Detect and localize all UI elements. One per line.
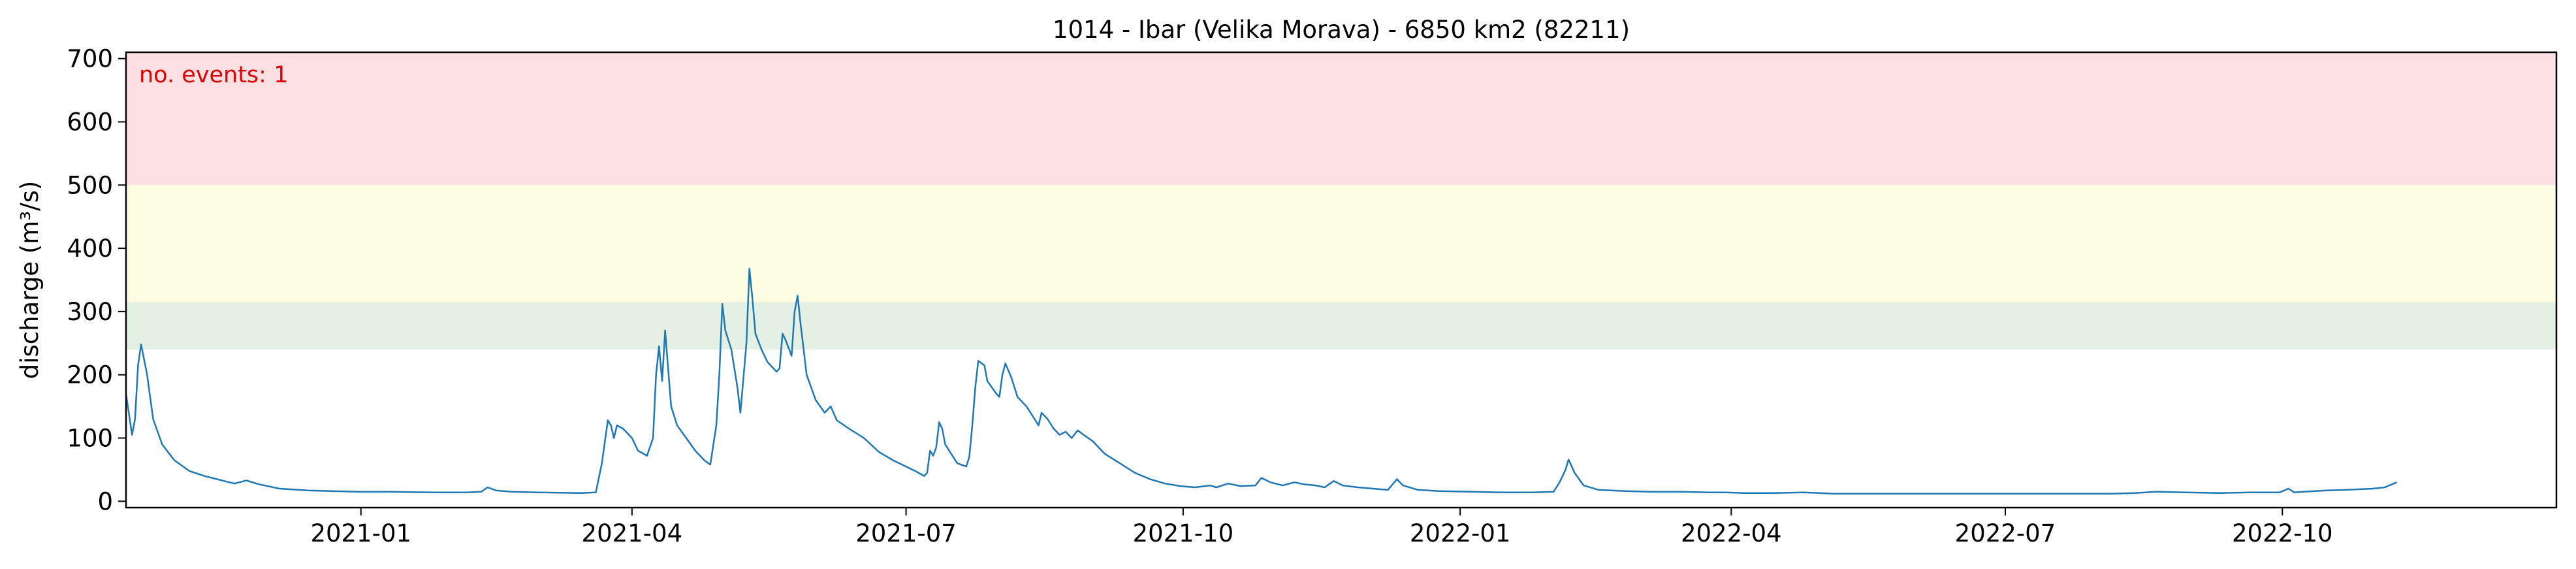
y-tick-label: 600 xyxy=(67,108,113,136)
series-layer xyxy=(125,267,2398,495)
x-axis-ticks: 2021-01 2021-04 2021-07 2021-10 2022-01 2022-… xyxy=(310,508,2333,547)
x-tick-label: 2021-04 xyxy=(582,519,683,547)
threshold-bands xyxy=(126,52,2556,350)
y-tick-label: 300 xyxy=(67,298,113,326)
threshold-band-2 xyxy=(126,52,2556,186)
x-tick-label: 2022-01 xyxy=(1410,519,1511,547)
discharge-line-0 xyxy=(125,267,2398,495)
y-tick-label: 700 xyxy=(67,45,113,73)
chart-title: 1014 - Ibar (Velika Morava) - 6850 km2 (… xyxy=(1053,16,1630,44)
y-tick-label: 400 xyxy=(67,235,113,263)
threshold-band-1 xyxy=(126,185,2556,302)
y-tick-label: 200 xyxy=(67,361,113,389)
plot-frame xyxy=(125,51,2558,509)
threshold-band-0 xyxy=(126,302,2556,350)
x-tick-label: 2021-10 xyxy=(1133,519,1234,547)
y-axis-ticks: 0 100 200 300 400 500 600 700 xyxy=(67,45,126,515)
x-tick-label: 2022-07 xyxy=(1955,519,2056,547)
x-tick-label: 2021-07 xyxy=(855,519,957,547)
event-count-annotation: no. events: 1 xyxy=(139,62,288,88)
x-tick-label: 2022-04 xyxy=(1681,519,1782,547)
y-tick-label: 100 xyxy=(67,425,113,453)
y-tick-label: 0 xyxy=(97,487,113,515)
y-tick-label: 500 xyxy=(67,171,113,199)
y-axis-label: discharge (m³/s) xyxy=(16,181,44,380)
x-tick-label: 2022-10 xyxy=(2232,519,2333,547)
x-tick-label: 2021-01 xyxy=(310,519,411,547)
